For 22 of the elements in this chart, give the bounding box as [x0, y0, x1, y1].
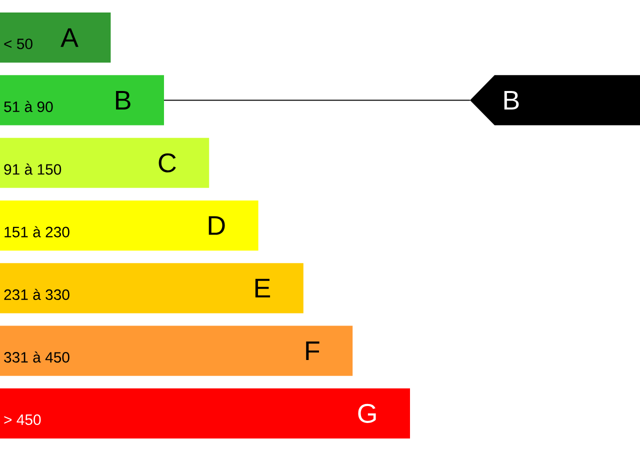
bar [0, 138, 210, 188]
y-tick-label: > 450 [4, 414, 41, 425]
annotation: G [358, 404, 376, 423]
y-tick-label: < 50 [4, 38, 32, 50]
annotation: F [306, 342, 320, 360]
y-tick-label: 51 à 90 [4, 100, 53, 112]
y-tick-label: 91 à 150 [4, 164, 62, 175]
annotation: C [158, 153, 176, 172]
annotation: A [60, 28, 78, 47]
bar [0, 263, 304, 314]
bar [0, 326, 353, 376]
y-tick-label: 331 à 450 [4, 351, 70, 363]
annotation: B [116, 90, 130, 110]
bar [0, 75, 164, 126]
bar [0, 200, 258, 251]
bar [0, 12, 111, 63]
y-tick-label: 151 à 230 [4, 226, 70, 238]
bar [0, 388, 410, 438]
text: B [504, 90, 519, 110]
annotation: E [255, 278, 270, 298]
y-tick-label: 231 à 330 [4, 288, 70, 300]
annotation: D [208, 216, 225, 235]
